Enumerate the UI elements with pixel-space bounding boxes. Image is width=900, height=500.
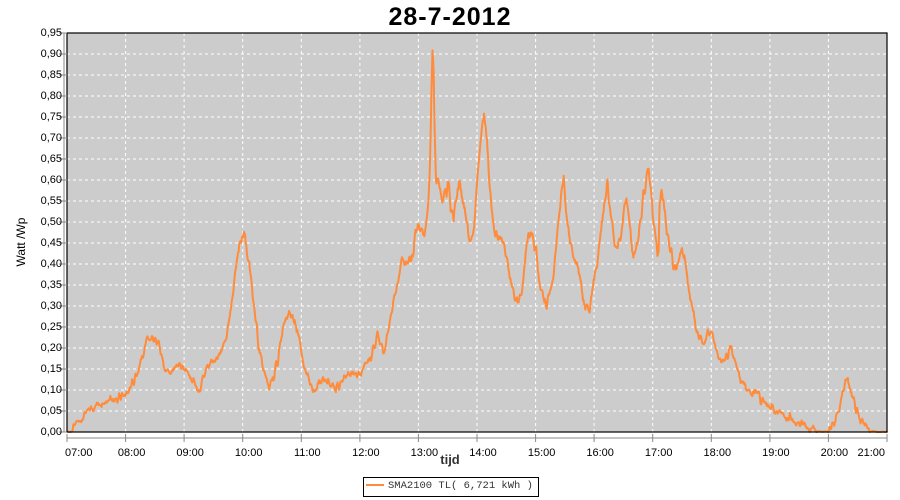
svg-text:0,00: 0,00	[41, 426, 62, 438]
svg-text:0,50: 0,50	[41, 216, 62, 228]
svg-text:0,65: 0,65	[41, 153, 62, 165]
svg-text:0,35: 0,35	[41, 279, 62, 291]
svg-text:0,55: 0,55	[41, 195, 62, 207]
svg-text:0,45: 0,45	[41, 237, 62, 249]
svg-text:0,15: 0,15	[41, 363, 62, 375]
svg-text:0,25: 0,25	[41, 321, 62, 333]
svg-text:0,05: 0,05	[41, 405, 62, 417]
svg-text:0,85: 0,85	[41, 69, 62, 81]
svg-text:0,70: 0,70	[41, 132, 62, 144]
svg-text:0,60: 0,60	[41, 174, 62, 186]
svg-text:0,75: 0,75	[41, 111, 62, 123]
svg-text:0,20: 0,20	[41, 342, 62, 354]
svg-text:0,30: 0,30	[41, 300, 62, 312]
svg-text:0,80: 0,80	[41, 90, 62, 102]
svg-text:0,90: 0,90	[41, 48, 62, 60]
svg-text:0,40: 0,40	[41, 258, 62, 270]
svg-text:0,10: 0,10	[41, 384, 62, 396]
svg-text:0,95: 0,95	[41, 27, 62, 39]
